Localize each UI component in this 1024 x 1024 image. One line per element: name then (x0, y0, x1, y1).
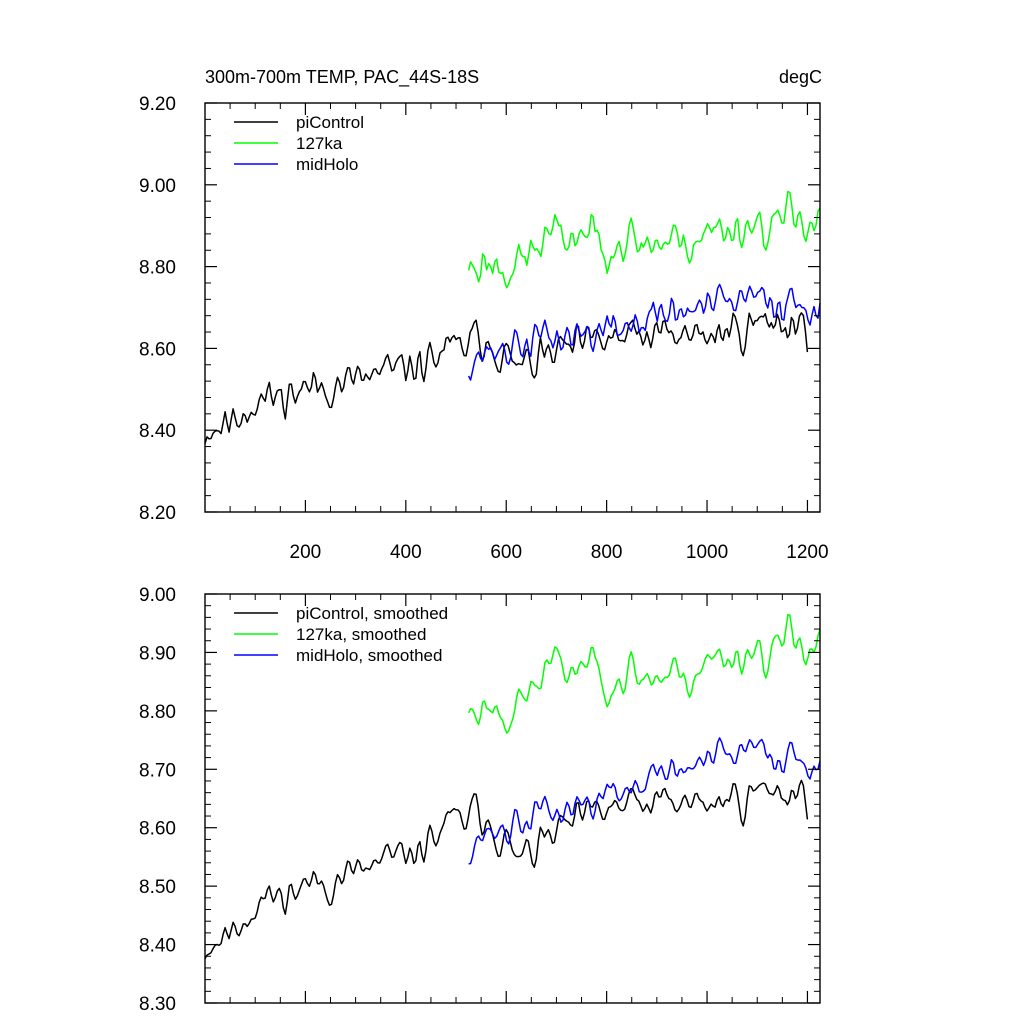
legend-label-picontrol: piControl (296, 113, 364, 132)
y-tick-label: 8.60 (139, 339, 176, 360)
plot-frame (204, 593, 821, 1004)
x-tick-label: 1000 (686, 542, 728, 563)
top-panel: 300m-700m TEMP, PAC_44S-18S degC 8.20 8.4… (139, 67, 829, 563)
legend-label-picontrol-smoothed: piControl, smoothed (296, 604, 448, 623)
bottom-panel: 8.30 8.40 8.50 8.60 8.70 8.80 8.90 9.00 piContr… (139, 585, 821, 1015)
series-layer (204, 614, 821, 960)
y-tick-label: 8.20 (139, 503, 176, 524)
series-line-midholo-smoothed (468, 737, 821, 865)
ticks-layer: 8.20 8.40 8.60 8.80 9.00 9.20 200 400 600 800 1000… (139, 94, 829, 563)
y-tick-label: 8.80 (139, 702, 176, 723)
plot-frame (204, 102, 821, 513)
series-line-midholo (467, 283, 821, 381)
y-tick-label: 8.60 (139, 819, 176, 840)
y-tick-label: 8.90 (139, 643, 176, 664)
legend: piControl 127ka midHolo (234, 113, 364, 174)
y-tick-label: 8.80 (139, 258, 176, 279)
x-tick-label: 1200 (786, 542, 828, 563)
units-label: degC (779, 67, 822, 87)
series-line-picontrol-smoothed (204, 779, 809, 960)
y-tick-label: 8.30 (139, 994, 176, 1015)
legend-label-127ka-smoothed: 127ka, smoothed (296, 625, 426, 644)
legend: piControl, smoothed 127ka, smoothed midH… (234, 604, 448, 665)
panel-title: 300m-700m TEMP, PAC_44S-18S (205, 67, 479, 88)
series-line-127ka-smoothed (467, 614, 821, 734)
y-tick-label: 9.00 (139, 176, 176, 197)
x-tick-label: 400 (390, 542, 422, 563)
y-tick-label: 9.20 (139, 94, 176, 115)
series-line-127ka (467, 190, 821, 289)
series-line-picontrol (204, 312, 809, 444)
y-tick-label: 8.40 (139, 421, 176, 442)
legend-label-127ka: 127ka (296, 134, 343, 153)
legend-label-midholo-smoothed: midHolo, smoothed (296, 646, 442, 665)
ticks-layer: 8.30 8.40 8.50 8.60 8.70 8.80 8.90 9.00 (139, 585, 820, 1015)
x-tick-label: 800 (591, 542, 623, 563)
y-tick-label: 8.50 (139, 877, 176, 898)
x-tick-label: 200 (290, 542, 322, 563)
y-tick-label: 8.40 (139, 936, 176, 957)
legend-label-midholo: midHolo (296, 155, 358, 174)
y-tick-label: 9.00 (139, 585, 176, 606)
y-tick-label: 8.70 (139, 760, 176, 781)
series-layer (204, 190, 821, 444)
x-tick-label: 600 (490, 542, 522, 563)
